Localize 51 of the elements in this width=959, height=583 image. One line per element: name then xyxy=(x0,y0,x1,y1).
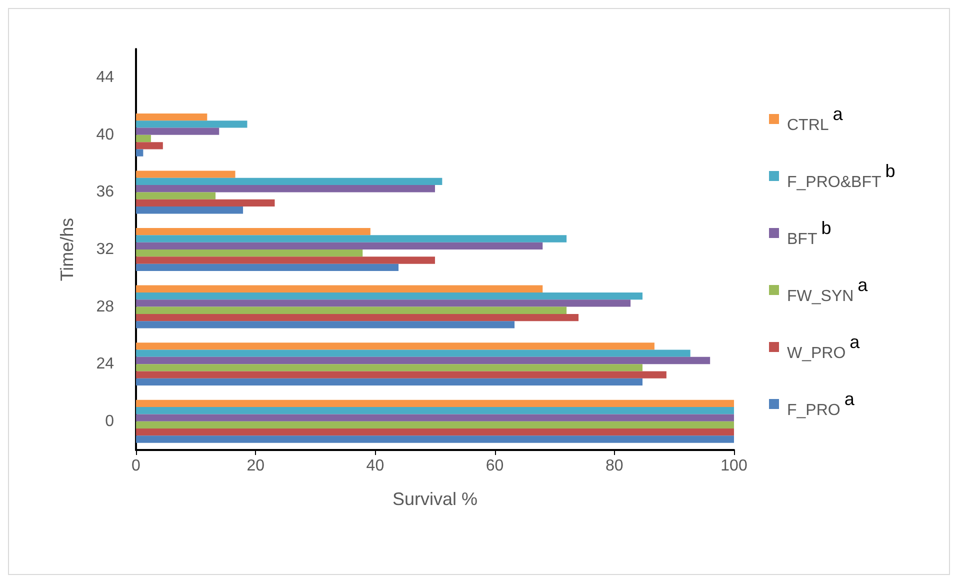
bar xyxy=(136,371,666,378)
bar xyxy=(136,300,631,307)
y-tick-label: 32 xyxy=(96,241,114,258)
bar xyxy=(136,306,567,314)
x-axis-title: Survival % xyxy=(392,489,478,509)
y-tick-label: 0 xyxy=(105,412,114,430)
bar xyxy=(136,414,734,422)
y-tick-label: 24 xyxy=(96,356,114,373)
bar xyxy=(136,378,643,386)
bar xyxy=(136,314,579,322)
bar xyxy=(136,264,399,271)
bar xyxy=(136,149,144,156)
bar xyxy=(136,407,734,414)
bar xyxy=(136,178,442,186)
y-tick-label: 40 xyxy=(96,126,114,144)
bar xyxy=(136,170,236,178)
x-tick-label: 40 xyxy=(366,458,384,474)
bar xyxy=(136,436,734,443)
y-tick-label: 44 xyxy=(96,69,114,86)
bar xyxy=(136,421,734,429)
bar xyxy=(136,364,643,372)
x-tick-label: 80 xyxy=(606,458,624,474)
bar xyxy=(136,142,163,150)
bar xyxy=(136,400,734,408)
bar xyxy=(136,285,543,292)
x-tick-label: 60 xyxy=(486,458,504,474)
bar xyxy=(136,228,370,236)
y-axis-title: Time/hs xyxy=(57,218,77,282)
x-tick-label: 0 xyxy=(132,458,141,474)
bar xyxy=(136,185,435,192)
x-tick-label: 100 xyxy=(720,458,748,474)
bar xyxy=(136,199,275,207)
bar xyxy=(136,120,248,128)
y-tick-label: 36 xyxy=(96,184,114,201)
bar xyxy=(136,350,690,357)
x-tick-label: 20 xyxy=(246,458,265,474)
bar xyxy=(136,250,363,257)
bar xyxy=(136,192,216,200)
bar xyxy=(136,113,208,121)
bar xyxy=(136,235,567,242)
bar xyxy=(136,128,220,135)
bar xyxy=(136,428,734,436)
bar xyxy=(136,206,244,214)
bar xyxy=(136,292,643,300)
bar xyxy=(136,256,435,264)
y-tick-label: 28 xyxy=(96,298,114,316)
bar xyxy=(136,242,543,250)
bar xyxy=(136,321,515,328)
bar xyxy=(136,356,710,364)
bar xyxy=(136,134,151,142)
bar xyxy=(136,342,654,350)
